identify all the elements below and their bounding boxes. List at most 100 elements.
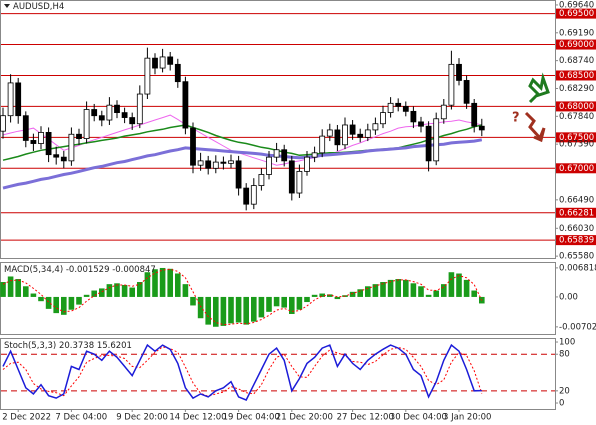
candle-body [190, 127, 196, 166]
candle-body [83, 109, 90, 139]
candle-body [410, 110, 417, 123]
candle-body [38, 132, 44, 144]
candle-body [53, 154, 60, 158]
chart-title: AUDUSD,H4 [13, 2, 64, 12]
macd-bar [45, 296, 52, 309]
macd-bar [182, 284, 189, 297]
indicator-header: MACD(5,34,4) -0.001529 -0.000847 [4, 265, 156, 275]
macd-bar [296, 296, 303, 310]
level-label-box [556, 8, 596, 19]
candle-body [159, 56, 166, 69]
candle-body [182, 81, 189, 129]
level-label-box [556, 235, 596, 246]
stoch-panel [0, 338, 556, 410]
macd-bar [228, 296, 234, 324]
y-tick-label: 0.66030 [559, 224, 594, 234]
level-label: 0.69500 [559, 9, 594, 19]
candle-body [152, 57, 158, 69]
macd-bar [61, 296, 67, 315]
candle-body [220, 161, 227, 164]
candle-body [266, 156, 272, 175]
macd-bar [334, 296, 341, 300]
candle-body [304, 156, 310, 172]
macd-bar [471, 290, 477, 297]
candle-body [136, 93, 143, 125]
macd-bar [106, 284, 113, 297]
candle-body [0, 115, 6, 132]
macd-bar [456, 273, 462, 297]
macd-bar [311, 294, 318, 297]
x-tick-label: 2 Dec 2022 [2, 413, 51, 423]
y-tick-label: 0.006818 [559, 263, 596, 273]
macd-bar [38, 296, 44, 302]
macd-bar [235, 296, 242, 323]
candle-body [91, 109, 98, 117]
candle-body [258, 174, 265, 187]
candle-body [250, 185, 257, 205]
level-label: 0.68000 [559, 102, 594, 112]
macd-bar [441, 284, 447, 297]
candle-body [30, 140, 37, 144]
macd-bar [167, 268, 173, 297]
forecast-arrows [524, 72, 550, 143]
candle-body [205, 160, 212, 169]
x-tick-label: 3 Jan 20:00 [443, 413, 491, 423]
stoch-signal [2, 346, 483, 397]
candle-body [478, 125, 485, 131]
candle-body [45, 132, 52, 156]
candle-body [235, 160, 242, 189]
macd-bar [205, 296, 211, 325]
macd-bar [99, 288, 105, 297]
macd-bar [273, 296, 280, 307]
candle-body [212, 161, 219, 169]
candle-body [334, 129, 341, 146]
macd-bar [197, 296, 204, 319]
macd-bar [159, 267, 166, 297]
candle-body [76, 133, 82, 139]
y-tick-label: 0.68290 [559, 84, 594, 94]
candle-body [15, 82, 22, 117]
macd-bar [175, 273, 181, 297]
candle-body [311, 152, 318, 158]
level-label: 0.66281 [559, 208, 594, 218]
macd-bar [68, 296, 75, 310]
macd-bar [7, 276, 14, 297]
macd-bar [319, 293, 325, 297]
down-arrow [524, 111, 546, 143]
candle-body [68, 133, 75, 162]
header-part: -0.001529 [66, 265, 110, 275]
y-tick-label: 0 [559, 399, 564, 409]
candle-body [288, 160, 295, 194]
candle-body [129, 117, 136, 125]
y-tick-label: 0.69640 [559, 0, 594, 10]
y-tick-label: 0.67390 [559, 140, 594, 150]
macd-bar [410, 283, 417, 297]
macd-bar [403, 279, 409, 297]
candle-body [357, 133, 364, 138]
x-tick-label: 14 Dec 12:00 [169, 413, 226, 423]
header-part: -0.000847 [112, 265, 156, 275]
x-tick-label: 7 Dec 04:00 [55, 413, 107, 423]
macd-bar [365, 286, 371, 297]
macd-bar [0, 282, 6, 297]
macd-bar [121, 285, 128, 297]
header-part: 20.3738 [59, 341, 94, 351]
candle-body [296, 170, 303, 194]
candle-body [425, 125, 432, 162]
candle-body [174, 63, 181, 83]
candle-body [395, 102, 402, 107]
candle-body [281, 149, 288, 162]
macd-signal [2, 268, 483, 326]
macd-bar [266, 296, 272, 312]
moving-average [2, 114, 482, 166]
candle-body [349, 124, 356, 135]
x-tick-label: 9 Dec 20:00 [116, 413, 168, 423]
candle-body [387, 102, 394, 114]
candle-body [114, 104, 120, 114]
level-label-box [556, 70, 596, 81]
y-tick-label: 0.69190 [559, 28, 594, 38]
level-label-box [556, 163, 596, 174]
annotation: ? [512, 111, 520, 126]
macd-bar [281, 296, 287, 308]
